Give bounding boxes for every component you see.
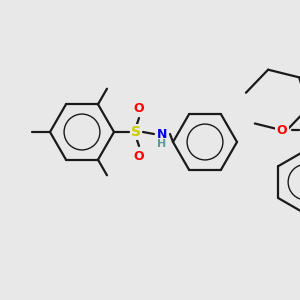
Text: O: O xyxy=(134,101,144,115)
Text: N: N xyxy=(157,128,167,142)
Text: O: O xyxy=(277,124,287,136)
Text: O: O xyxy=(134,149,144,163)
Text: H: H xyxy=(158,139,166,149)
Text: S: S xyxy=(131,125,141,139)
